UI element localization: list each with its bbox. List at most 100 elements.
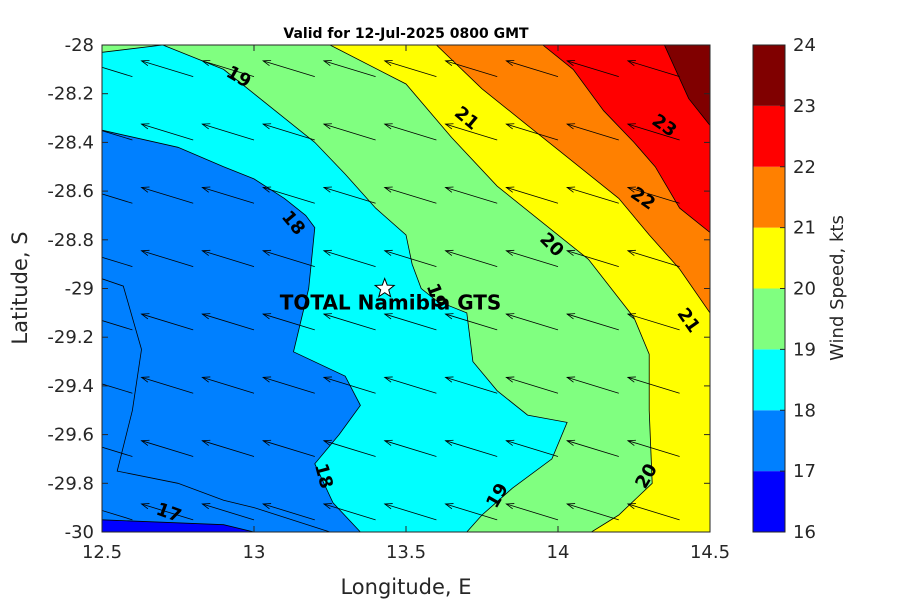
wind-arrow [102, 256, 133, 267]
y-axis-ticks: -28 -28.2 -28.4 -28.6 -28.8 -29 -29.2 -29.4 -29.… [47, 35, 710, 543]
wind-arrow [140, 186, 194, 204]
colorbar-band [753, 227, 785, 289]
wind-arrow [383, 313, 437, 331]
colorbar-tick-label: 24 [793, 35, 816, 56]
colorbar-tick-label: 19 [793, 339, 816, 360]
wind-arrow [626, 60, 680, 78]
wind-arrow [626, 376, 680, 394]
wind-arrow [201, 60, 255, 78]
contour-line-23 [664, 45, 710, 126]
x-tick-label: 14.5 [690, 542, 730, 563]
wind-arrow [262, 249, 315, 267]
wind-arrow [262, 439, 315, 457]
wind-arrow [626, 186, 680, 204]
wind-arrow [102, 383, 133, 394]
wind-arrow [383, 376, 437, 394]
contour-lines [102, 45, 710, 532]
wind-arrow [140, 313, 194, 331]
wind-arrow [505, 503, 559, 521]
wind-arrow [262, 123, 315, 141]
wind-arrow [566, 60, 619, 78]
y-tick-label: -29.2 [47, 327, 94, 348]
wind-arrow [505, 60, 559, 78]
wind-arrow [201, 123, 255, 141]
wind-arrow [322, 503, 376, 521]
colorbar-band [753, 105, 785, 167]
wind-arrow [322, 249, 376, 267]
wind-arrow [102, 193, 133, 204]
wind-arrow [322, 376, 376, 394]
colorbar-label: Wind Speed, kts [827, 215, 848, 361]
x-tick-label: 13 [243, 542, 266, 563]
wind-arrow [444, 249, 498, 267]
wind-arrow [566, 123, 619, 141]
wind-arrow [383, 249, 437, 267]
wind-arrow [262, 376, 315, 394]
colorbar-band [753, 288, 785, 350]
wind-arrow [201, 313, 255, 331]
contour-line-17 [102, 519, 255, 532]
wind-arrow [262, 60, 315, 78]
y-tick-label: -29 [65, 279, 94, 300]
colorbar-tick-label: 18 [793, 400, 816, 421]
colorbar-band [753, 410, 785, 472]
colorbar-tick-label: 23 [793, 96, 816, 117]
contour-line-19 [162, 45, 568, 532]
wind-arrow [322, 313, 376, 331]
wind-arrow [383, 439, 437, 457]
band-22-region [542, 45, 710, 233]
wind-arrow [444, 60, 498, 78]
chart-title: Valid for 12-Jul-2025 0800 GMT [283, 26, 529, 42]
y-tick-label: -28.6 [47, 181, 94, 202]
wind-arrow [626, 439, 680, 457]
colorbar-tick-label: 16 [793, 522, 816, 543]
wind-arrow [140, 503, 194, 521]
plot-area [102, 45, 710, 532]
wind-arrow [201, 249, 255, 267]
wind-arrow [322, 60, 376, 78]
wind-arrow [383, 123, 437, 141]
wind-arrow [566, 503, 619, 521]
wind-arrow [566, 186, 619, 204]
wind-arrow [444, 376, 498, 394]
wind-arrow [444, 123, 498, 141]
y-tick-label: -29.6 [47, 425, 94, 446]
wind-arrow [262, 503, 315, 521]
wind-arrow [102, 130, 133, 141]
band-23-region [664, 45, 710, 126]
x-tick-label: 14 [547, 542, 570, 563]
wind-arrow [140, 123, 194, 141]
contour-line-20 [329, 45, 653, 532]
wind-arrow [322, 439, 376, 457]
y-axis-label: Latitude, S [8, 231, 32, 344]
wind-arrow [444, 186, 498, 204]
x-axis-label: Longitude, E [340, 575, 471, 599]
wind-arrow [505, 313, 559, 331]
wind-arrow [201, 186, 255, 204]
site-star-icon [373, 277, 396, 298]
y-tick-label: -28.4 [47, 132, 94, 153]
contour-fills [102, 45, 710, 532]
wind-arrow [322, 186, 376, 204]
colorbar-band [753, 45, 785, 106]
wind-arrow [383, 60, 437, 78]
wind-arrow [566, 313, 619, 331]
wind-arrow [626, 249, 680, 267]
wind-arrow [201, 439, 255, 457]
wind-arrow [505, 249, 559, 267]
x-tick-label: 13.5 [386, 542, 426, 563]
wind-arrow [505, 376, 559, 394]
site-marker-group: TOTAL Namibia GTS [280, 277, 502, 315]
colorbar-tick-label: 21 [793, 218, 816, 239]
y-tick-label: -30 [65, 522, 94, 543]
wind-arrow [140, 439, 194, 457]
wind-arrow [201, 503, 255, 521]
wind-arrow [505, 186, 559, 204]
wind-arrow [566, 376, 619, 394]
wind-arrow [626, 123, 680, 141]
wind-arrow [444, 313, 498, 331]
wind-arrow [626, 503, 680, 521]
site-marker-label: TOTAL Namibia GTS [280, 291, 502, 315]
x-tick-label: 12.5 [82, 542, 122, 563]
